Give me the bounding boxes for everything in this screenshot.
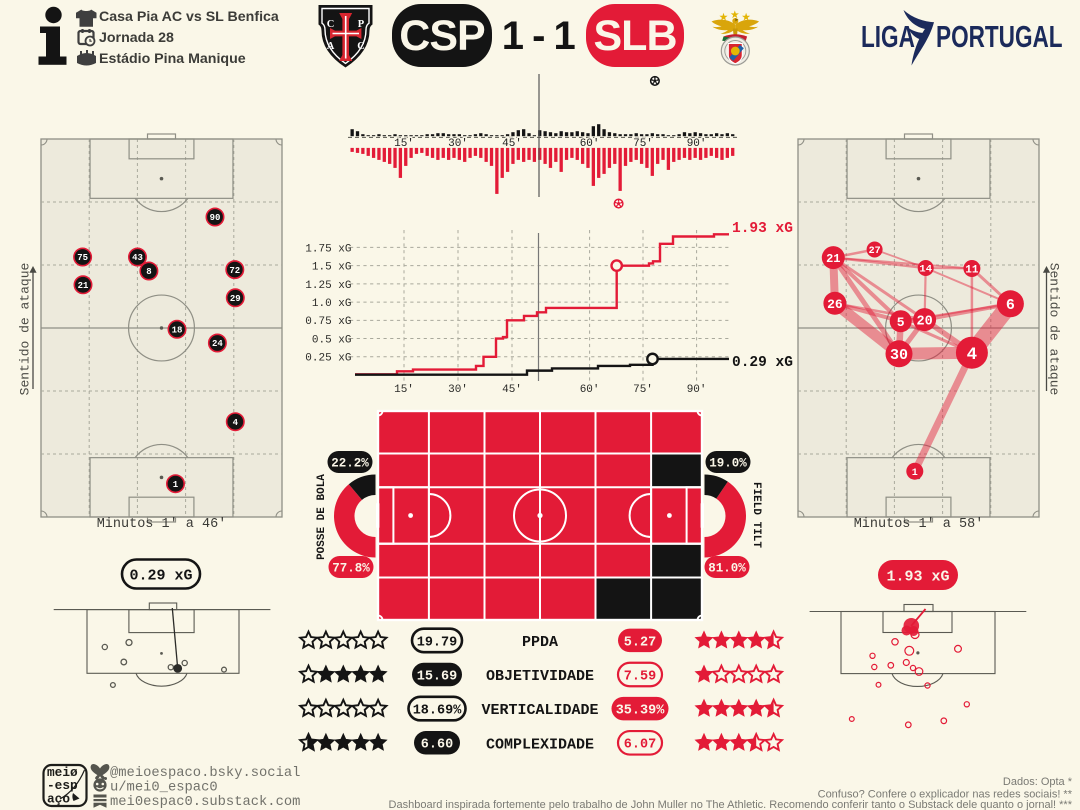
svg-text:PORTUGAL: PORTUGAL	[936, 20, 1063, 54]
svg-text:15': 15'	[394, 384, 414, 396]
svg-text:A: A	[327, 41, 335, 52]
svg-text:30: 30	[890, 347, 908, 364]
svg-text:PPDA: PPDA	[522, 634, 558, 651]
svg-text:8: 8	[146, 267, 151, 277]
svg-text:COMPLEXIDADE: COMPLEXIDADE	[486, 736, 594, 753]
svg-text:Confuso? Confere o explicador: Confuso? Confere o explicador nas redes …	[818, 789, 1073, 801]
svg-text:60': 60'	[580, 384, 600, 396]
svg-text:81.0%: 81.0%	[708, 562, 746, 576]
svg-text:5: 5	[897, 315, 905, 330]
svg-text:meiø: meiø	[47, 765, 78, 780]
svg-text:1.5 xG: 1.5 xG	[312, 262, 352, 274]
svg-text:29: 29	[230, 294, 241, 304]
svg-text:11: 11	[965, 264, 979, 276]
svg-text:19.79: 19.79	[417, 635, 458, 650]
svg-text:0.29 xG: 0.29 xG	[732, 355, 793, 371]
svg-text:1: 1	[173, 480, 179, 490]
svg-text:POSSE DE BOLA: POSSE DE BOLA	[316, 474, 328, 560]
svg-text:1.93 xG: 1.93 xG	[732, 221, 793, 237]
svg-text:1.75 xG: 1.75 xG	[305, 243, 351, 255]
svg-text:75: 75	[77, 253, 88, 263]
svg-text:FIELD TILT: FIELD TILT	[750, 482, 762, 548]
svg-text:18.69%: 18.69%	[413, 703, 463, 718]
svg-text:4: 4	[967, 345, 978, 365]
svg-text:90': 90'	[687, 384, 707, 396]
svg-text:27: 27	[869, 246, 881, 257]
svg-text:43: 43	[132, 253, 143, 263]
svg-text:26: 26	[827, 297, 843, 312]
svg-text:77.8%: 77.8%	[332, 562, 370, 576]
svg-text:C: C	[357, 41, 365, 52]
svg-text:P: P	[358, 19, 365, 30]
svg-text:14: 14	[919, 264, 932, 276]
svg-text:1 - 1: 1 - 1	[502, 14, 576, 58]
svg-text:@meioespaco.bsky.social: @meioespaco.bsky.social	[110, 765, 300, 781]
svg-text:-esp: -esp	[47, 778, 78, 793]
svg-text:OBJETIVIDADE: OBJETIVIDADE	[486, 668, 594, 685]
svg-text:Dados: Opta *: Dados: Opta *	[1003, 776, 1073, 788]
svg-text:19.0%: 19.0%	[709, 457, 747, 471]
svg-text:Sentido de ataque: Sentido de ataque	[18, 263, 33, 396]
svg-text:15.69: 15.69	[417, 669, 458, 684]
svg-text:4: 4	[233, 418, 239, 428]
svg-text:6.60: 6.60	[421, 738, 453, 753]
svg-text:35.39%: 35.39%	[616, 703, 666, 718]
svg-text:22.2%: 22.2%	[331, 457, 369, 471]
svg-text:Jornada 28: Jornada 28	[99, 30, 174, 46]
svg-text:5.27: 5.27	[624, 635, 656, 650]
svg-text:7.59: 7.59	[624, 669, 656, 684]
svg-text:Casa Pia AC vs SL Benfica: Casa Pia AC vs SL Benfica	[99, 9, 279, 25]
svg-text:Minutos 1' a 58': Minutos 1' a 58'	[854, 517, 984, 532]
svg-text:72: 72	[229, 266, 240, 276]
svg-text:Dashboard inspirada fortemente: Dashboard inspirada fortemente pelo trab…	[389, 799, 1073, 810]
svg-text:1: 1	[912, 468, 918, 479]
svg-text:90': 90'	[687, 138, 707, 150]
svg-text:30': 30'	[448, 384, 468, 396]
svg-text:20: 20	[916, 314, 932, 329]
svg-text:LIGA: LIGA	[861, 20, 915, 54]
svg-text:6.07: 6.07	[624, 738, 656, 753]
svg-text:0.29 xG: 0.29 xG	[129, 567, 192, 584]
svg-text:60': 60'	[580, 138, 600, 150]
svg-text:45': 45'	[502, 384, 522, 396]
svg-text:mei0espac0.substack.com: mei0espac0.substack.com	[110, 794, 300, 810]
svg-text:aço: aço	[47, 791, 70, 806]
svg-text:75': 75'	[633, 138, 653, 150]
svg-text:90: 90	[210, 213, 221, 223]
svg-text:C: C	[327, 19, 335, 30]
svg-text:0.25 xG: 0.25 xG	[305, 353, 351, 365]
svg-text:Estádio Pina Manique: Estádio Pina Manique	[99, 51, 246, 67]
svg-text:1.0 xG: 1.0 xG	[312, 298, 352, 310]
svg-text:45': 45'	[502, 138, 522, 150]
svg-text:u/mei0_espac0: u/mei0_espac0	[110, 779, 218, 795]
svg-text:SLB: SLB	[594, 12, 677, 60]
svg-text:0.75 xG: 0.75 xG	[305, 316, 351, 328]
svg-text:15': 15'	[394, 138, 414, 150]
svg-text:VERTICALIDADE: VERTICALIDADE	[481, 702, 598, 719]
svg-text:24: 24	[212, 339, 223, 349]
svg-text:75': 75'	[633, 384, 653, 396]
svg-text:6: 6	[1006, 297, 1015, 314]
svg-text:21: 21	[78, 281, 89, 291]
svg-text:Minutos 1' a 46': Minutos 1' a 46'	[97, 517, 227, 532]
svg-text:Sentido de ataque: Sentido de ataque	[1047, 263, 1062, 396]
svg-text:30': 30'	[448, 138, 468, 150]
svg-text:18: 18	[172, 326, 183, 336]
svg-text:1.93 xG: 1.93 xG	[886, 568, 949, 585]
svg-text:CSP: CSP	[399, 12, 485, 60]
svg-text:21: 21	[826, 252, 840, 266]
svg-text:1.25 xG: 1.25 xG	[305, 280, 351, 292]
svg-text:0.5 xG: 0.5 xG	[312, 334, 352, 346]
